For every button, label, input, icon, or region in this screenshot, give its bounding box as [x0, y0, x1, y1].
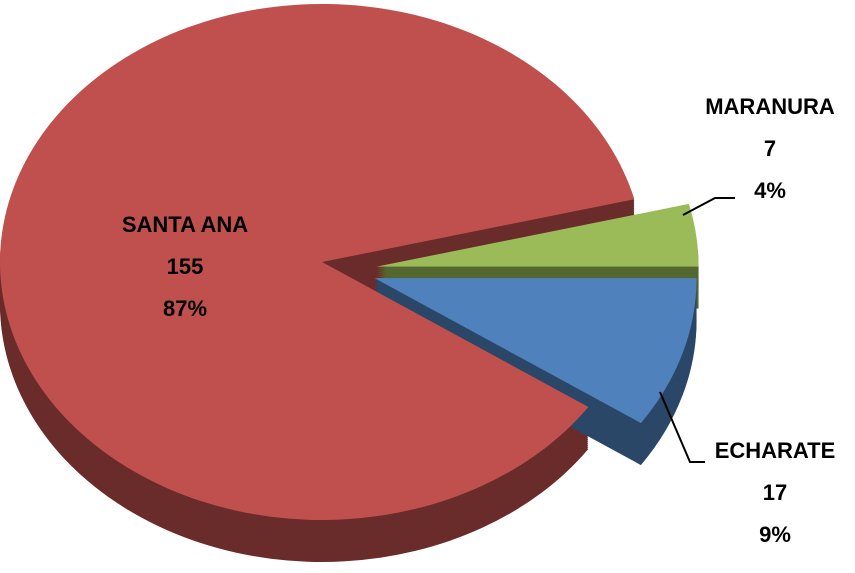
data-labels: SANTA ANA 155 87% MARANURA 7 4% ECHARATE 17 9%	[122, 94, 835, 547]
category-label: ECHARATE	[715, 438, 836, 463]
value-label: 155	[167, 254, 204, 279]
slice	[374, 278, 697, 424]
percent-label: 4%	[754, 178, 786, 203]
value-label: 7	[764, 136, 776, 161]
percent-label: 9%	[759, 522, 791, 547]
value-label: 17	[763, 480, 787, 505]
slice	[376, 203, 699, 267]
category-label: MARANURA	[705, 94, 835, 119]
category-label: SANTA ANA	[122, 212, 248, 237]
leader-line	[659, 391, 705, 463]
leader-line	[682, 197, 735, 216]
slice	[0, 4, 635, 521]
slice-tops	[0, 4, 699, 521]
percent-label: 87%	[163, 296, 207, 321]
